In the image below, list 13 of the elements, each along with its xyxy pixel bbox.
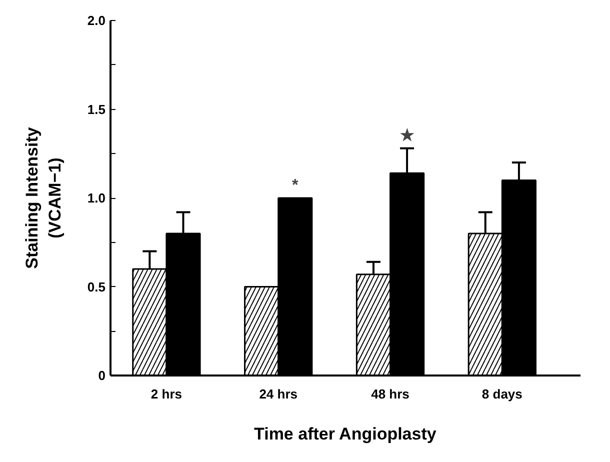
annotation: * (292, 177, 300, 194)
y-tick-label: 0.5 (87, 279, 106, 294)
x-tick-label: 24 hrs (259, 386, 298, 402)
x-tick-label: 8 days (482, 386, 522, 402)
y-tick-label: 1.5 (87, 102, 106, 117)
annotation: ★ (400, 127, 416, 144)
y-tick-label: 1.0 (87, 190, 106, 206)
y-tick-label: 2.0 (87, 13, 106, 28)
x-tick-label: 48 hrs (371, 386, 410, 402)
x-tick-label: 2 hrs (150, 386, 182, 402)
y-axis-title: Staining Intensity (VCAM−1) (22, 126, 64, 269)
y-tick-label: 0 (98, 368, 106, 383)
x-axis-title: Time after Angioplasty (254, 424, 437, 444)
